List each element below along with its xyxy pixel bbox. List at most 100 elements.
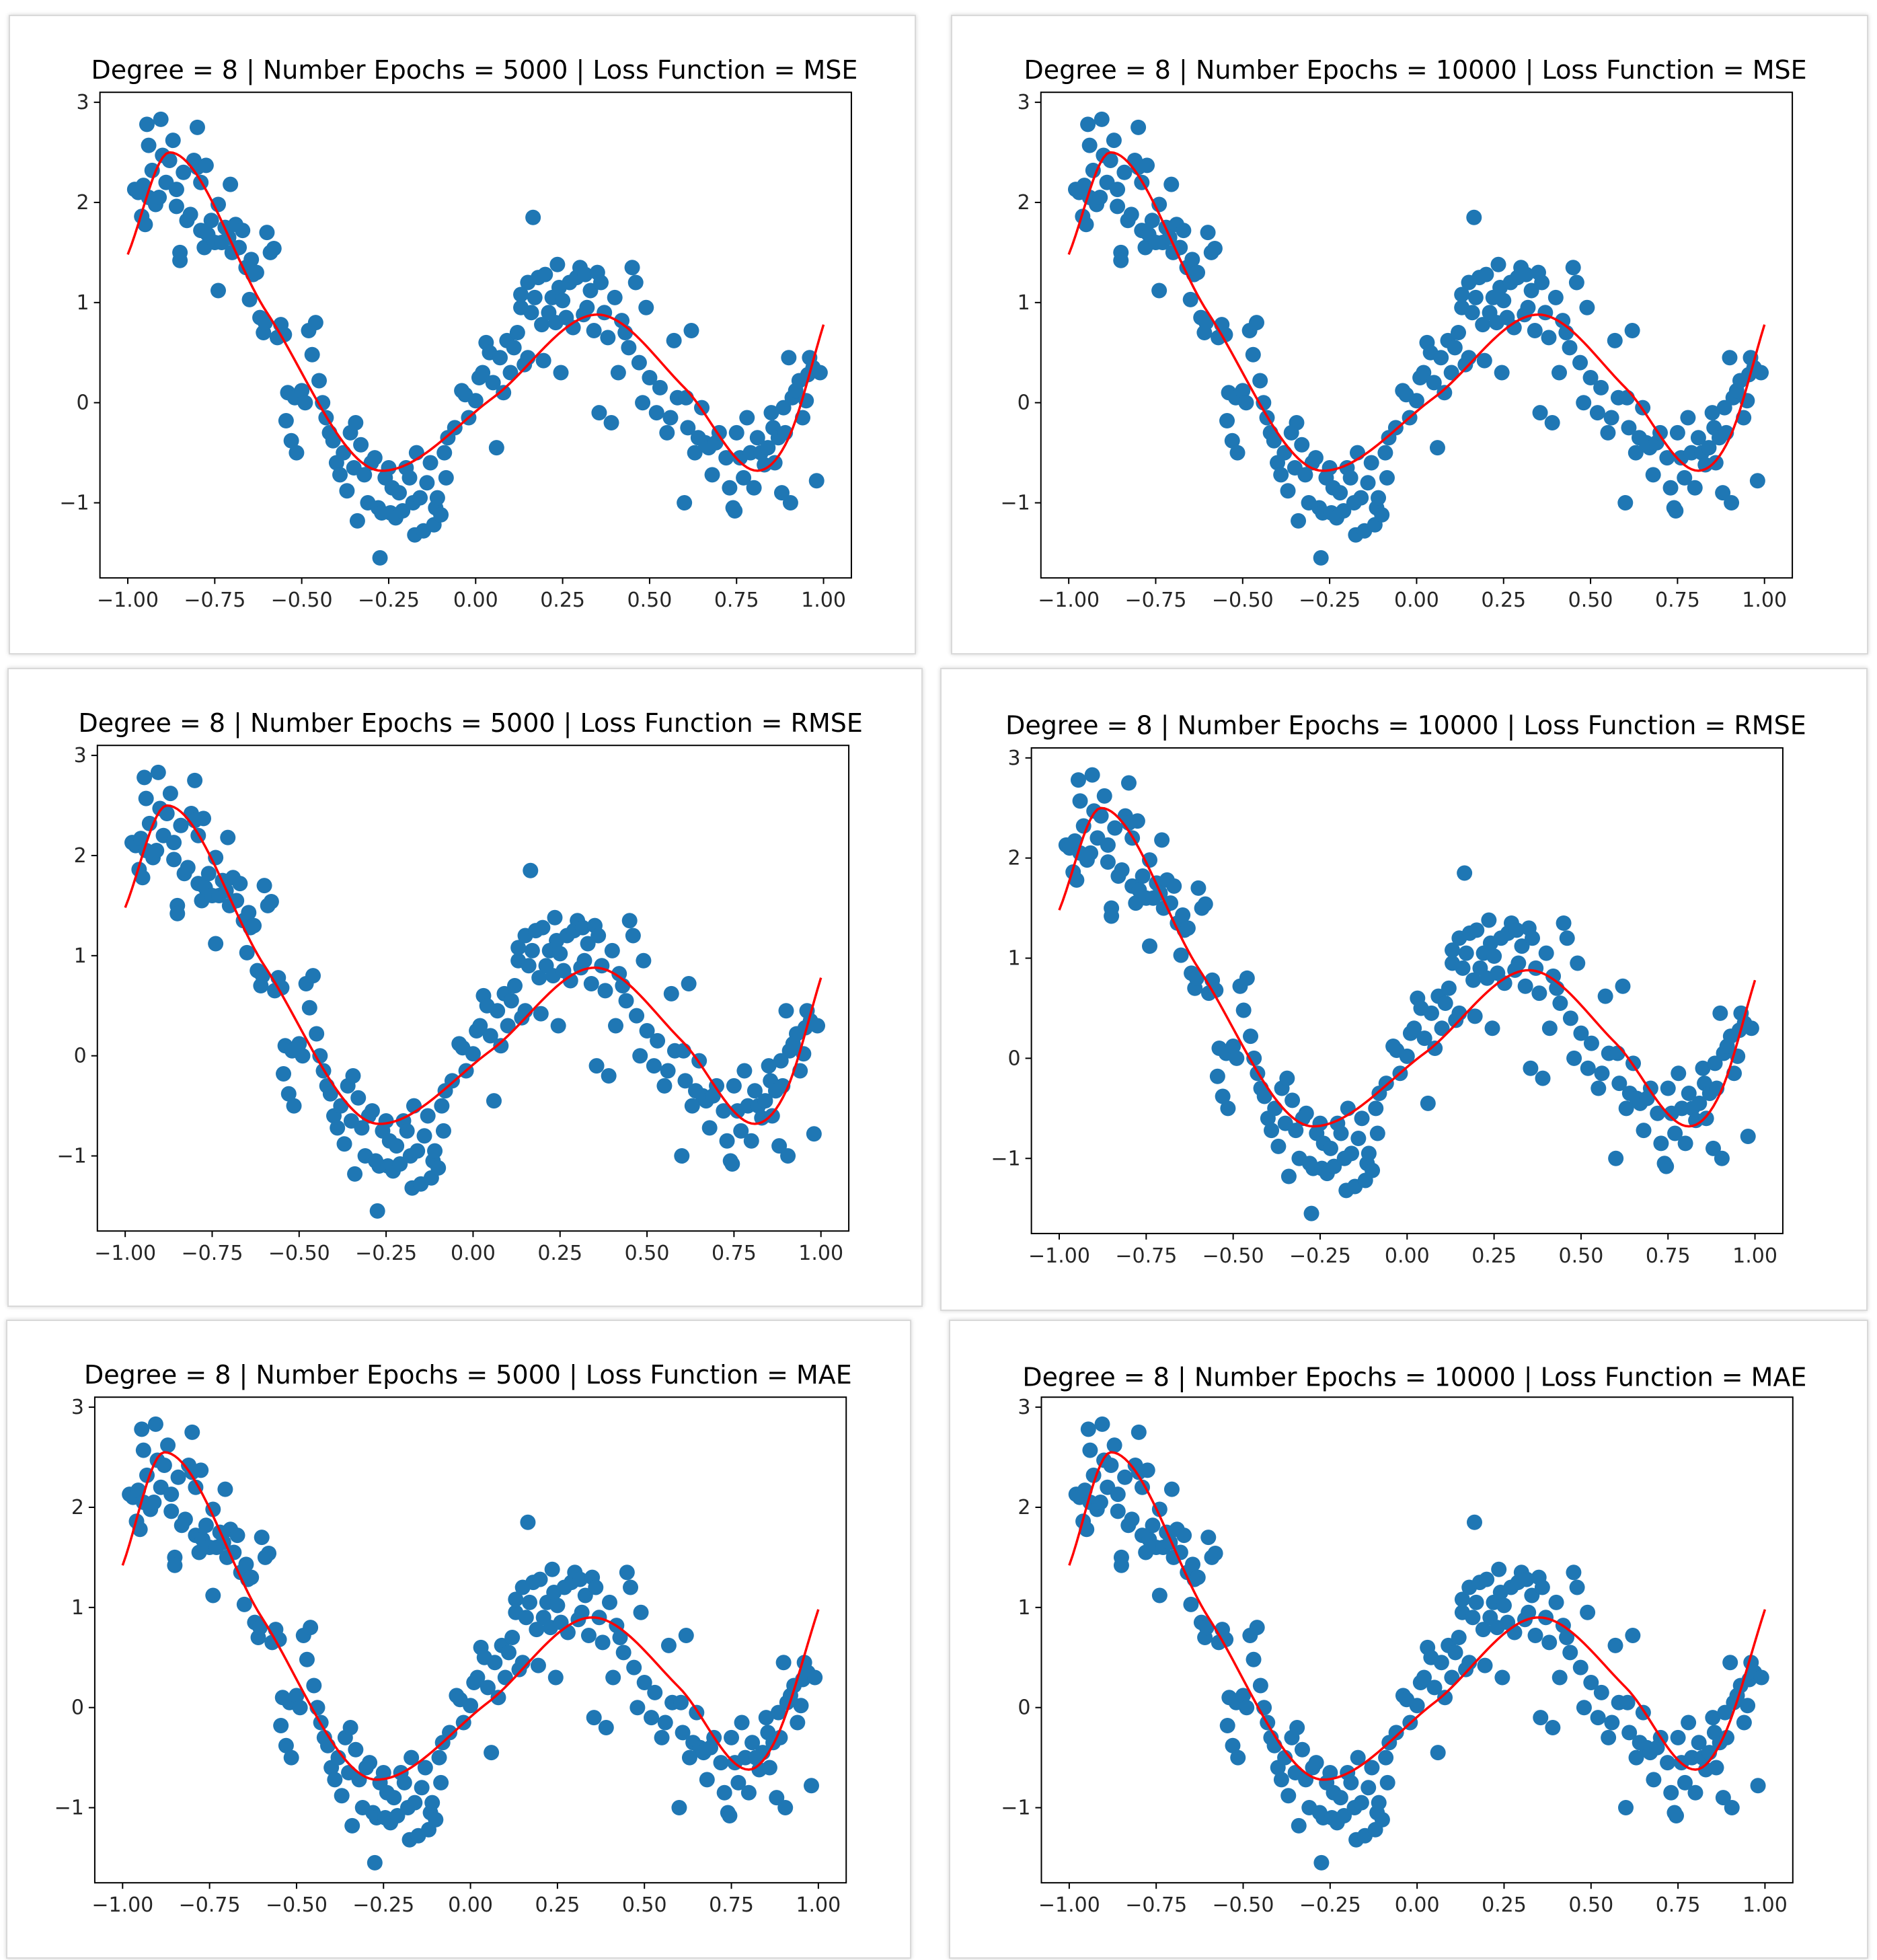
x-tick-label: −1.00 [1028, 1244, 1090, 1268]
scatter-point [1139, 157, 1155, 174]
scatter-point [163, 1503, 180, 1519]
scatter-point [522, 1594, 538, 1610]
scatter-point [1131, 1424, 1147, 1440]
scatter-point [1094, 112, 1110, 128]
scatter-point [1246, 1050, 1262, 1066]
scatter-point [726, 1078, 742, 1094]
scatter-point [130, 1482, 147, 1498]
chart-1: Degree = 8 | Number Epochs = 5000 | Loss… [59, 55, 857, 612]
scatter-point [311, 373, 327, 389]
scatter-point [577, 266, 593, 282]
scatter-point [376, 1764, 392, 1780]
scatter-point [1369, 1125, 1385, 1141]
x-tick-label: 0.00 [451, 1242, 496, 1265]
scatter-point [807, 1669, 823, 1686]
scatter-point [1374, 507, 1390, 523]
scatter-point [1670, 425, 1686, 441]
scatter-point [1736, 1714, 1752, 1731]
scatter-point [1276, 445, 1293, 461]
scatter-point [1437, 1690, 1453, 1706]
scatter-point [1190, 1569, 1206, 1585]
y-tick-label: −1 [1001, 1796, 1030, 1819]
scatter-point [1447, 340, 1463, 356]
scatter-point [1219, 1100, 1235, 1117]
scatter-point [591, 405, 607, 421]
x-tick-label: 0.00 [1394, 589, 1439, 612]
scatter-point [675, 1725, 691, 1741]
scatter-point [1081, 1442, 1098, 1458]
scatter-point [1197, 896, 1213, 912]
scatter-point [1093, 808, 1109, 824]
scatter-point [1174, 907, 1190, 923]
scatter-point [1658, 1158, 1674, 1174]
scatter-point [1667, 1125, 1683, 1141]
scatter-point [166, 835, 182, 851]
scatter-point [184, 1424, 200, 1440]
scatter-point [582, 282, 599, 299]
scatter-point [810, 1018, 826, 1034]
scatter-point [1645, 467, 1661, 483]
scatter-point [1406, 1020, 1422, 1036]
x-tick-label: −0.50 [1212, 1893, 1274, 1917]
scatter-point [1593, 380, 1609, 396]
scatter-point [1151, 282, 1167, 299]
scatter-point [1677, 470, 1693, 486]
scatter-point [342, 1719, 358, 1735]
scatter-point [1636, 1123, 1652, 1139]
scatter-point [562, 973, 578, 989]
scatter-point [134, 1421, 150, 1437]
scatter-point [553, 365, 569, 381]
scatter-point [1367, 1100, 1383, 1117]
scatter-point [1701, 440, 1717, 456]
scatter-point [1246, 1651, 1262, 1667]
scatter-point [687, 445, 703, 461]
x-tick-label: −0.75 [1115, 1244, 1177, 1268]
scatter-point [312, 1048, 328, 1064]
scatter-point [619, 1565, 636, 1581]
scatter-point [159, 805, 175, 821]
scatter-point [1235, 1688, 1251, 1704]
scatter-point [595, 1634, 611, 1651]
scatter-point [1151, 1587, 1167, 1604]
scatter-point [486, 1093, 502, 1109]
scatter-point [727, 503, 743, 519]
scatter-point [1103, 908, 1119, 924]
x-tick-label: −0.50 [271, 589, 333, 612]
scatter-point [1106, 133, 1122, 149]
scatter-point [1377, 1749, 1393, 1766]
scatter-point [1068, 872, 1084, 888]
scatter-point [1092, 1494, 1108, 1510]
y-tick-label: 1 [1018, 1596, 1030, 1620]
scatter-point [747, 1083, 763, 1099]
scatter-point [527, 290, 543, 306]
scatter-point [246, 917, 262, 934]
scatter-point [1624, 323, 1640, 339]
fit-curve [1057, 806, 1756, 1128]
scatter-point [1444, 942, 1460, 958]
x-tick-label: 1.00 [1742, 1893, 1788, 1917]
scatter-point [404, 1749, 420, 1766]
scatter-point [137, 769, 153, 786]
scatter-point [132, 1521, 148, 1537]
scatter-point [1141, 938, 1157, 954]
scatter-point [1360, 475, 1376, 491]
scatter-point [1496, 1597, 1512, 1614]
scatter-point [1532, 1709, 1548, 1725]
scatter-point [1180, 920, 1196, 936]
chart-4: Degree = 8 | Number Epochs = 10000 | Los… [991, 710, 1806, 1268]
scatter-point [1582, 1674, 1599, 1690]
scatter-point [1619, 1694, 1636, 1710]
scatter-point [1668, 1807, 1684, 1823]
scatter-point [1291, 513, 1307, 529]
scatter-point [414, 1780, 430, 1796]
scatter-point [611, 966, 627, 982]
scatter-point [610, 365, 626, 381]
scatter-point [1263, 1123, 1279, 1139]
scatter-point [1576, 395, 1592, 411]
scatter-point [304, 347, 320, 363]
scatter-point [248, 264, 264, 280]
scatter-point [1219, 413, 1235, 429]
scatter-point [1332, 485, 1348, 501]
y-tick-label: 0 [1007, 1047, 1020, 1070]
scatter-point [1280, 1168, 1297, 1184]
